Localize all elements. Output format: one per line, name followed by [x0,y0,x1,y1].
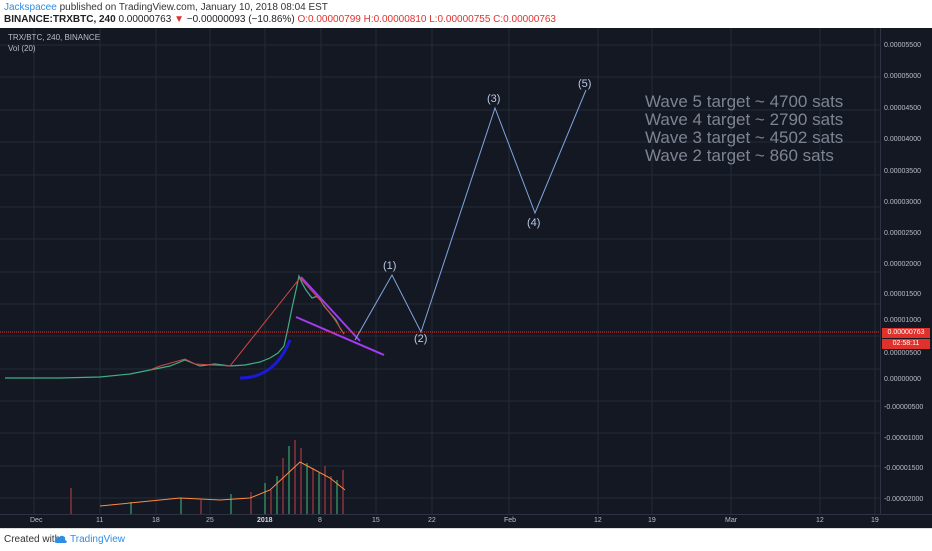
series-legend[interactable]: TRX/BTC, 240, BINANCE [8,33,101,42]
y-tick: 0.00002000 [884,261,921,268]
x-tick: 19 [871,517,879,524]
chart-pane[interactable] [0,28,932,528]
x-tick: Mar [725,517,738,524]
y-tick: 0.00001500 [884,291,921,298]
time-axis[interactable] [0,514,932,529]
y-tick: 0.00002500 [884,230,921,237]
publish-info: Jackspacee published on TradingView.com,… [4,2,328,13]
wave-2-target: Wave 2 target ~ 860 sats [645,146,834,165]
grid [0,28,880,514]
volume-legend[interactable]: Vol (20) [8,44,36,53]
created-with-text: Created with [4,534,61,545]
y-tick: -0.00000500 [884,404,924,411]
y-tick: -0.00001500 [884,465,924,472]
volume-ma-line [99,461,346,507]
ohlc-values: O:0.00000799 H:0.00000810 L:0.00000755 C… [297,14,556,25]
x-tick: 15 [372,517,380,524]
x-tick: Feb [504,517,517,524]
last-price-tag: 0.00000763 [882,328,930,338]
y-tick: 0.00003500 [884,168,921,175]
y-tick: 0.00004000 [884,136,921,143]
x-tick: 8 [318,517,322,524]
x-tick: 11 [96,517,104,524]
wave-4-target: Wave 4 target ~ 2790 sats [645,110,844,129]
y-tick: -0.00001000 [884,435,924,442]
support-curve [239,339,292,380]
x-tick: Dec [30,517,43,524]
x-tick: 19 [648,517,656,524]
x-tick: 18 [152,517,160,524]
symbol-name: BINANCE:TRXBTC, 240 [4,14,116,25]
y-tick: 0.00001000 [884,317,921,324]
tradingview-cloud-icon[interactable] [54,532,68,550]
down-arrow-icon: ▼ [174,14,184,25]
y-tick: 0.00000000 [884,376,921,383]
wave-label-2: (2) [414,333,428,345]
countdown-tag: 02:58:11 [882,339,930,349]
x-tick: 22 [428,517,436,524]
price-axis[interactable] [880,28,932,514]
tradingview-link[interactable]: TradingView [70,534,126,545]
author-link[interactable]: Jackspacee [4,2,57,13]
chart-header: Jackspacee published on TradingView.com,… [0,0,932,28]
y-tick: 0.00000500 [884,350,921,357]
symbol-info: BINANCE:TRXBTC, 240 0.00000763 ▼ −0.0000… [4,14,556,25]
x-tick: 12 [594,517,602,524]
y-tick: 0.00004500 [884,105,921,112]
wave-label-3: (3) [487,93,501,105]
y-tick: -0.00002000 [884,496,924,503]
last-price: 0.00000763 [118,14,172,25]
falling-wedge [295,276,385,356]
y-tick: 0.00005500 [884,42,921,49]
wave-projection-line [354,89,587,341]
footer: Created with TradingView [0,528,932,551]
x-tick: 25 [206,517,214,524]
chart-canvas [0,28,880,514]
wave-3-target: Wave 3 target ~ 4502 sats [645,128,844,147]
wave-label-4: (4) [527,217,541,229]
wave-label-1: (1) [383,260,397,272]
x-tick: 2018 [257,517,273,524]
wave-5-target: Wave 5 target ~ 4700 sats [645,92,844,111]
y-tick: 0.00005000 [884,73,921,80]
volume-bars [70,440,344,514]
x-tick: 12 [816,517,824,524]
price-series-red [149,277,345,371]
publish-text: published on TradingView.com, January 10… [59,2,328,13]
wave-label-5: (5) [578,78,592,90]
price-change: −0.00000093 (−10.86%) [186,14,295,25]
price-series-line [5,274,345,379]
y-tick: 0.00003000 [884,199,921,206]
